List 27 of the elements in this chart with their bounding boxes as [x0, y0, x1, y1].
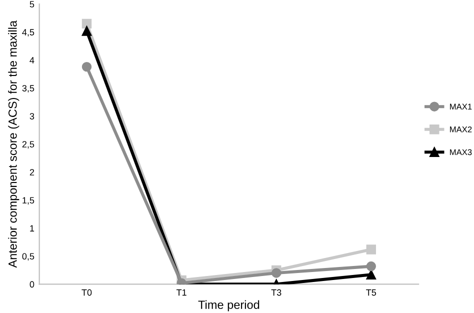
y-tick-label: 4 — [30, 57, 34, 64]
x-tick-label: T3 — [271, 289, 282, 296]
legend-label: MAX3 — [450, 149, 472, 156]
y-tick-label: 5 — [30, 1, 34, 8]
point — [82, 18, 92, 29]
point — [366, 270, 376, 280]
point — [82, 26, 92, 36]
y-tick-label: 3,5 — [22, 85, 34, 93]
y-tick-label: 0,5 — [22, 253, 34, 261]
point — [366, 244, 376, 254]
x-tick-label: T5 — [366, 289, 376, 296]
y-tick-label: 0 — [30, 281, 34, 288]
point — [82, 62, 92, 72]
y-tick-label: 2,5 — [22, 141, 34, 149]
y-tick-label: 1 — [30, 225, 34, 232]
x-axis-title: Time period — [198, 300, 260, 312]
x-tick-label: T1 — [176, 289, 186, 296]
point — [271, 268, 282, 278]
legend-label: MAX1 — [450, 104, 472, 110]
legend-label: MAX2 — [450, 126, 472, 132]
y-axis-title: Anterior component score (ACS) for the maxilla — [8, 20, 20, 268]
y-tick-label: 3 — [30, 113, 34, 120]
y-tick-label: 4,5 — [22, 29, 34, 37]
x-tick-label: T0 — [82, 289, 92, 296]
point — [366, 261, 376, 272]
y-tick-label: 2 — [30, 169, 34, 176]
y-tick-label: 1,5 — [22, 197, 34, 205]
